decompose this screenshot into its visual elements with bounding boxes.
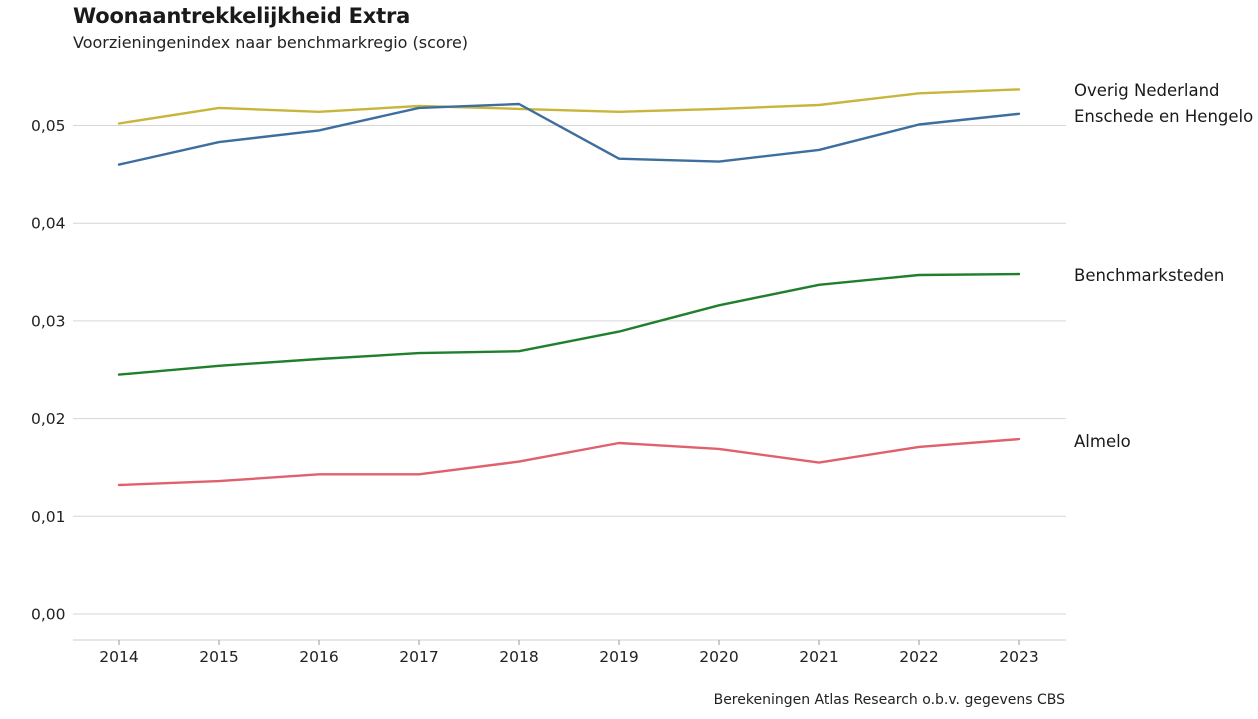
y-tick-label: 0,01: [31, 508, 66, 526]
x-tick-label: 2021: [799, 648, 838, 666]
x-axis: 2014 2015 2016 2017 2018 2019 2020 2021 2022 2023: [73, 639, 1066, 666]
y-axis-ticks: 0,00 0,01 0,02 0,03 0,04 0,05: [31, 117, 66, 624]
x-tick-label: 2019: [599, 648, 638, 666]
x-tick-label: 2023: [999, 648, 1038, 666]
x-tick-label: 2017: [399, 648, 438, 666]
series-label: Overig Nederland: [1074, 81, 1220, 100]
x-tick-label: 2014: [99, 648, 138, 666]
series-lines: [117, 88, 1021, 487]
series-line: [117, 272, 1021, 376]
y-tick-label: 0,02: [31, 410, 66, 428]
chart-title: Woonaantrekkelijkheid Extra: [73, 4, 411, 28]
y-tick-label: 0,00: [31, 606, 66, 624]
x-tick-label: 2018: [499, 648, 538, 666]
series-line: [117, 437, 1021, 487]
series-line: [117, 102, 1021, 166]
x-tick-label: 2020: [699, 648, 738, 666]
series-label: Enschede en Hengelo: [1074, 107, 1253, 126]
x-tick-label: 2016: [299, 648, 338, 666]
x-tick-label: 2015: [199, 648, 238, 666]
series-labels: Overig Nederland Enschede en Hengelo Bench…: [1074, 81, 1253, 451]
gridlines: [73, 125, 1066, 615]
source-note: Berekeningen Atlas Research o.b.v. gegev…: [713, 692, 1065, 708]
series-label: Almelo: [1074, 432, 1131, 451]
x-tick-label: 2022: [899, 648, 938, 666]
chart-subtitle: Voorzieningenindex naar benchmarkregio (…: [73, 33, 469, 52]
y-tick-label: 0,05: [31, 117, 66, 135]
y-tick-label: 0,03: [31, 312, 66, 330]
series-line: [117, 88, 1021, 125]
y-tick-label: 0,04: [31, 215, 66, 233]
series-label: Benchmarksteden: [1074, 266, 1224, 285]
